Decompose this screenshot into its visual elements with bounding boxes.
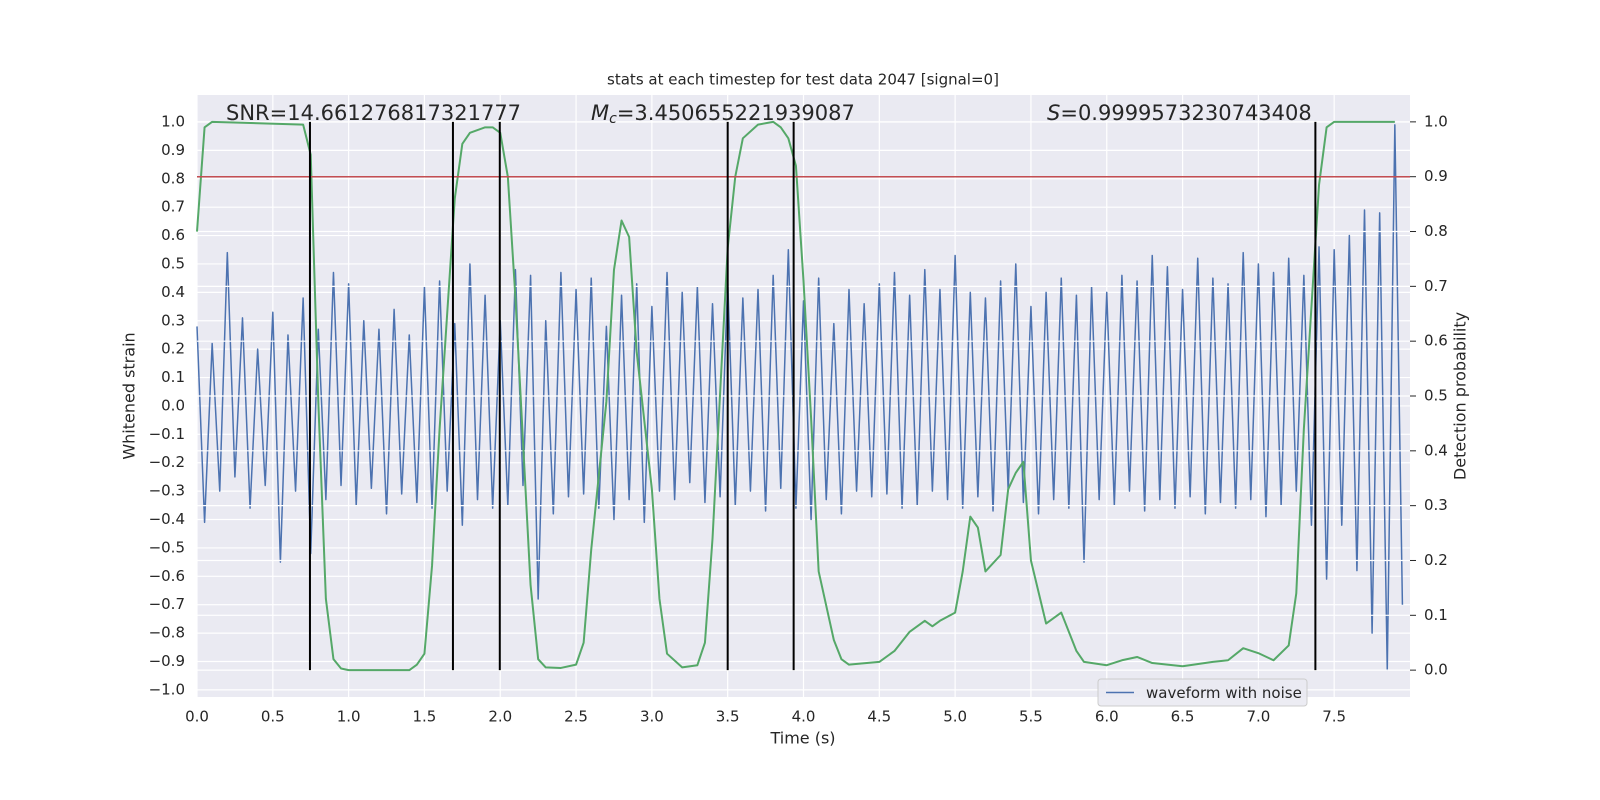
y2-tick-label: 1.0 xyxy=(1424,112,1448,130)
x-tick-label: 7.5 xyxy=(1322,708,1346,726)
y-tick-label: −0.1 xyxy=(149,425,185,443)
mark-layer xyxy=(196,124,1404,671)
y-tick-label: 0.2 xyxy=(161,340,185,358)
annotation-text: =3.450655221939087 xyxy=(617,101,855,125)
x-tick-label: 6.5 xyxy=(1171,708,1195,726)
series-line xyxy=(196,120,1395,672)
y-tick-label: −0.3 xyxy=(149,482,185,500)
x-tick-label: 6.0 xyxy=(1095,708,1119,726)
x-tick-label: 3.5 xyxy=(716,708,740,726)
y-tick-label: −0.7 xyxy=(149,595,185,613)
x-tick-label: 2.5 xyxy=(564,708,588,726)
y2-tick-label: 0.9 xyxy=(1424,167,1448,185)
x-tick-label: 1.5 xyxy=(413,708,437,726)
y-tick-label: −1.0 xyxy=(149,680,185,698)
y-tick-label: 0.4 xyxy=(161,283,185,301)
x-tick-label: 4.0 xyxy=(792,708,816,726)
y2-tick-label: 0.0 xyxy=(1424,661,1448,679)
y2-tick-label: 0.8 xyxy=(1424,222,1448,240)
y-tick-label: −0.8 xyxy=(149,624,185,642)
y2-tick-label: 0.6 xyxy=(1424,332,1448,350)
y-tick-label: 1.0 xyxy=(161,112,185,130)
annotation: S=0.9999573230743408 xyxy=(1047,101,1312,125)
annotation-text: =0.9999573230743408 xyxy=(1060,101,1311,125)
y-tick-label: 0.5 xyxy=(161,254,185,272)
chart-title: stats at each timestep for test data 204… xyxy=(607,71,999,89)
y2-tick-label: 0.4 xyxy=(1424,441,1448,459)
legend-label: waveform with noise xyxy=(1146,684,1302,702)
y-tick-label: 0.9 xyxy=(161,141,185,159)
y-tick-label: 0.3 xyxy=(161,311,185,329)
y-tick-label: −0.2 xyxy=(149,453,185,471)
y-tick-label: 0.8 xyxy=(161,169,185,187)
annotation-symbol: S xyxy=(1047,101,1060,125)
y-tick-label: 0.0 xyxy=(161,396,185,414)
y-tick-label: −0.5 xyxy=(149,538,185,556)
y2-tick-label: 0.1 xyxy=(1424,606,1448,624)
x-tick-label: 2.0 xyxy=(488,708,512,726)
y-tick-label: 0.6 xyxy=(161,226,185,244)
y-tick-label: −0.4 xyxy=(149,510,185,528)
legend: waveform with noise xyxy=(1097,678,1308,707)
x-tick-label: 7.0 xyxy=(1246,708,1270,726)
y-axis-label: Whitened strain xyxy=(120,332,139,459)
y2-tick-label: 0.2 xyxy=(1424,551,1448,569)
y2-tick-label: 0.7 xyxy=(1424,277,1448,295)
legend-box xyxy=(1097,678,1308,707)
x-tick-label: 5.5 xyxy=(1019,708,1043,726)
series-line xyxy=(196,124,1404,671)
annotation-symbol: M xyxy=(591,101,609,125)
y2-tick-label: 0.3 xyxy=(1424,496,1448,514)
y-tick-label: −0.6 xyxy=(149,567,185,585)
y-tick-label: 0.1 xyxy=(161,368,185,386)
y2-axis-label: Detection probability xyxy=(1451,312,1470,480)
y-tick-label: 0.7 xyxy=(161,198,185,216)
y2-tick-label: 0.5 xyxy=(1424,387,1448,405)
x-tick-label: 3.0 xyxy=(640,708,664,726)
x-tick-label: 0.5 xyxy=(261,708,285,726)
x-tick-label: 0.0 xyxy=(185,708,209,726)
x-tick-label: 5.0 xyxy=(943,708,967,726)
annotation: SNR=14.661276817321777 xyxy=(226,101,521,125)
annotation: Mc=3.450655221939087 xyxy=(591,101,855,127)
y-tick-label: −0.9 xyxy=(149,652,185,670)
x-tick-label: 4.5 xyxy=(867,708,891,726)
overlay-layer xyxy=(196,120,1410,672)
x-axis-label: Time (s) xyxy=(769,729,835,748)
x-tick-label: 1.0 xyxy=(337,708,361,726)
annotation-subscript: c xyxy=(609,111,617,127)
